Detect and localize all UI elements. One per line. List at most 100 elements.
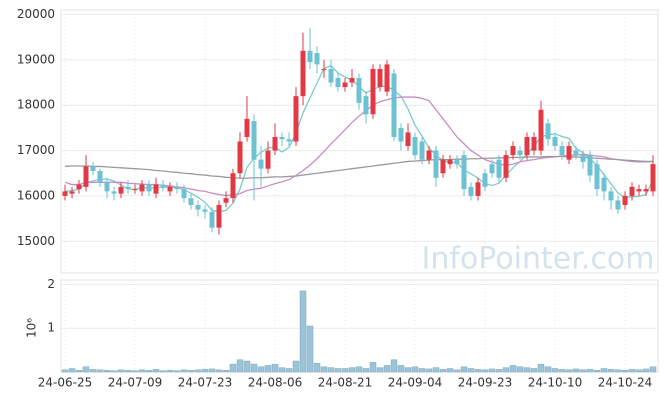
volume-bar — [215, 369, 223, 373]
volume-bar — [166, 369, 174, 373]
volume-bar — [187, 369, 195, 373]
x-tick-label: 24-07-23 — [178, 376, 232, 390]
volume-bar — [257, 366, 265, 373]
y-axis-label: 10⁶ — [25, 318, 39, 338]
candle-body — [489, 164, 495, 174]
candle-body — [468, 186, 474, 196]
candle-body — [125, 186, 131, 190]
candle-body — [69, 191, 75, 194]
panel-frame — [60, 279, 659, 373]
candle-body — [559, 146, 565, 156]
volume-bar — [75, 369, 83, 373]
candle-body — [433, 150, 439, 178]
candle-body — [279, 136, 285, 140]
ma-line — [64, 155, 653, 179]
volume-bar — [432, 367, 440, 373]
volume-bar — [145, 369, 153, 373]
volume-bar — [544, 366, 552, 373]
candle-body — [258, 159, 264, 169]
y-tick-label: 2 — [47, 277, 55, 291]
candle-body — [426, 150, 432, 160]
candle-body — [251, 121, 257, 160]
volume-bar — [600, 368, 608, 373]
volume-bar — [502, 367, 510, 373]
volume-bar — [509, 365, 517, 373]
volume-bar — [341, 368, 349, 373]
candle-body — [307, 50, 313, 63]
candle-body — [300, 50, 306, 97]
volume-bar — [516, 366, 524, 373]
volume-bar — [383, 365, 391, 373]
volume-bar — [488, 368, 496, 373]
candle-body — [580, 155, 586, 162]
volume-bar — [82, 366, 90, 373]
volume-bar — [334, 368, 342, 373]
candle-body — [202, 209, 208, 212]
candle-body — [454, 159, 460, 165]
candle-body — [650, 164, 656, 192]
candle-body — [223, 198, 229, 203]
volume-bar — [439, 369, 447, 373]
candle-body — [440, 159, 446, 174]
volume-bar — [376, 367, 384, 373]
volume-bar — [558, 369, 566, 373]
candle-body — [265, 150, 271, 169]
y-tick-label: 18000 — [17, 98, 55, 112]
volume-bar — [278, 367, 286, 373]
candle-body — [160, 184, 166, 187]
volume-bar — [68, 368, 76, 373]
candle-body — [174, 186, 180, 190]
volume-bar — [131, 370, 139, 373]
volume-bar — [313, 362, 321, 373]
candle-body — [412, 136, 418, 156]
volume-bar — [572, 368, 580, 373]
x-tick-label: 24-07-09 — [108, 376, 162, 390]
candle-body — [209, 211, 215, 228]
volume-bar — [481, 369, 489, 373]
volume-bar — [327, 367, 335, 373]
candle-body — [111, 191, 117, 194]
volume-bar — [635, 369, 643, 373]
y-tick-label: 16000 — [17, 188, 55, 202]
volume-bar — [355, 366, 363, 373]
candle-body — [363, 96, 369, 115]
candle-body — [398, 127, 404, 142]
volume-bar — [138, 369, 146, 373]
candle-body — [167, 186, 173, 192]
candle-body — [356, 78, 362, 103]
candle-body — [244, 118, 250, 137]
candle-body — [272, 136, 278, 151]
volume-bar — [495, 369, 503, 373]
volume-bar — [229, 363, 237, 373]
candle-body — [132, 189, 138, 191]
candle-body — [384, 64, 390, 92]
candle-body — [573, 150, 579, 156]
candle-body — [146, 184, 152, 192]
candle-body — [370, 68, 376, 115]
x-tick-label: 24-09-04 — [388, 376, 442, 390]
volume-bar — [628, 369, 636, 373]
candle-body — [104, 182, 110, 192]
candle-body — [447, 159, 453, 165]
candle-body — [118, 186, 124, 194]
candle-body — [475, 182, 481, 196]
candle-body — [636, 189, 642, 192]
ma-line — [64, 96, 654, 197]
candle-body — [237, 141, 243, 174]
volume-bar — [460, 366, 468, 373]
candle-body — [594, 164, 600, 190]
candle-body — [629, 186, 635, 196]
candle-body — [517, 150, 523, 156]
volume-bar — [453, 369, 461, 373]
candle-body — [293, 96, 299, 142]
volume-bar — [264, 365, 272, 373]
candle-body — [608, 191, 614, 201]
candle-body — [643, 189, 649, 192]
candle-body — [531, 136, 537, 151]
x-tick-label: 24-09-23 — [458, 376, 512, 390]
volume-bar — [61, 369, 69, 373]
candle-body — [538, 109, 544, 151]
volume-bar — [390, 359, 398, 373]
volume-bar — [593, 369, 601, 373]
